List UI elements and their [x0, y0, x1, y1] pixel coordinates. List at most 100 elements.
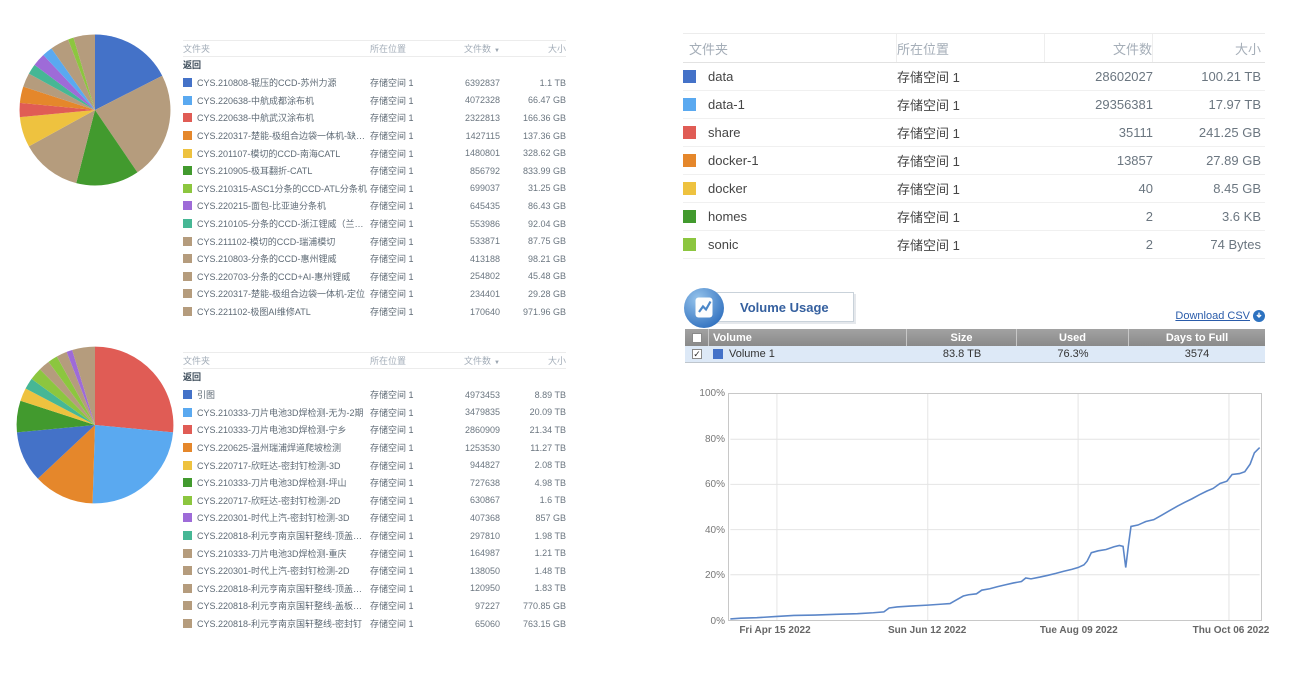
back-link[interactable]: 返回	[183, 372, 202, 382]
folder-row[interactable]: CYS.220818-利元亨南京国轩整线-顶盖焊-3D 存储空间 1 297810 1…	[183, 527, 566, 545]
folder-row[interactable]: CYS.220317-楚能-极组合边袋一体机-定位 存储空间 1 234401 29.…	[183, 285, 566, 303]
folder-count: 138050	[469, 565, 500, 576]
folder-count: 297810	[469, 530, 500, 541]
folder-count: 1253530	[464, 442, 500, 453]
folder-row[interactable]: CYS.220625-温州瑞浦焊道爬坡检测 存储空间 1 1253530 11.27 …	[183, 439, 566, 457]
download-csv-link[interactable]: Download CSV	[1175, 310, 1265, 322]
y-tick-label: 20%	[704, 570, 725, 582]
col-location[interactable]: 所在位置	[897, 34, 1045, 62]
pie-slice	[19, 102, 96, 118]
folder-row[interactable]: CYS.220301-时代上汽-密封钉检测-2D 存储空间 1 138050 1.48…	[183, 562, 566, 580]
folder-size: 1.21 TB	[534, 548, 566, 559]
folder-count: 553986	[469, 218, 500, 229]
folder-row[interactable]: CYS.220638-中航成都涂布机 存储空间 1 4072328 66.47 GB	[183, 92, 566, 110]
folder-count: 2	[1145, 209, 1153, 224]
col-location[interactable]: 所在位置	[370, 356, 407, 366]
folder-color-swatch	[183, 390, 192, 400]
row-checkbox[interactable]: ✓	[692, 349, 702, 359]
col-size[interactable]: 大小	[1234, 41, 1261, 57]
col-size[interactable]: 大小	[547, 44, 566, 54]
folder-name: CYS.221102-极图AI维修ATL	[197, 307, 311, 318]
folder-row[interactable]: CYS.210333-刀片电池3D焊检测-宁乡 存储空间 1 2860909 21.3…	[183, 421, 566, 439]
folder-row[interactable]: docker-1 存储空间 1 13857 27.89 GB	[683, 147, 1265, 175]
col-folder[interactable]: 文件夹	[183, 44, 211, 54]
folder-count: 413188	[469, 253, 500, 264]
col-days-to-full[interactable]: Days to Full	[1165, 331, 1229, 344]
folder-count: 630867	[469, 495, 500, 506]
volume-name: Volume 1	[729, 348, 775, 360]
folder-row[interactable]: CYS.220703-分条的CCD+AI-惠州锂威 存储空间 1 254802 45.…	[183, 268, 566, 286]
folder-name: docker-1	[708, 153, 759, 168]
folder-row[interactable]: CYS.221102-极图AI维修ATL 存储空间 1 170640 971.96 G…	[183, 303, 566, 321]
folder-row[interactable]: data 存储空间 1 28602027 100.21 TB	[683, 63, 1265, 91]
folder-row[interactable]: CYS.220638-中航武汉涂布机 存储空间 1 2322813 166.36 GB	[183, 109, 566, 127]
folder-color-swatch	[183, 307, 192, 317]
folder-row[interactable]: share 存储空间 1 35111 241.25 GB	[683, 119, 1265, 147]
folder-color-swatch	[183, 271, 192, 281]
volume-row[interactable]: ✓ Volume 1 83.8 TB 76.3% 3574	[685, 346, 1265, 363]
folder-location: 存储空间 1	[370, 495, 414, 506]
folder-count: 35111	[1118, 125, 1153, 140]
col-count[interactable]: 文件数	[1045, 34, 1153, 62]
folder-name: CYS.220717-欣旺达-密封钉检测-3D	[197, 460, 341, 471]
folder-row[interactable]: sonic 存储空间 1 2 74 Bytes	[683, 231, 1265, 259]
folder-location: 存储空间 1	[370, 619, 414, 630]
folder-row[interactable]: CYS.210105-分条的CCD-浙江锂威（兰溪） 存储空间 1 553986 92…	[183, 215, 566, 233]
x-tick-label: Sun Jun 12 2022	[887, 625, 967, 636]
folder-row[interactable]: CYS.211102-模切的CCD-瑞浦模切 存储空间 1 533871 87.75 …	[183, 232, 566, 250]
folder-count: 4072328	[464, 95, 500, 106]
col-location[interactable]: 所在位置	[370, 44, 407, 54]
folder-row[interactable]: CYS.220301-时代上汽-密封钉检测-3D 存储空间 1 407368 857 …	[183, 509, 566, 527]
table-header: 文件夹 所在位置 文件数 大小	[683, 33, 1265, 63]
folder-row[interactable]: docker 存储空间 1 40 8.45 GB	[683, 175, 1265, 203]
folder-row[interactable]: CYS.210315-ASC1分条的CCD-ATL分条机 存储空间 1 699037…	[183, 180, 566, 198]
y-tick-label: 80%	[704, 433, 725, 445]
folder-row[interactable]: CYS.220717-欣旺达-密封钉检测-3D 存储空间 1 944827 2.08 …	[183, 456, 566, 474]
folder-size: 833.99 GB	[522, 165, 566, 176]
pie-slice	[92, 425, 174, 504]
folder-name: CYS.220818-利元亨南京国轩整线-顶盖焊-2D	[197, 583, 370, 594]
select-all-checkbox[interactable]	[691, 332, 702, 343]
folder-location: 存储空间 1	[370, 478, 414, 489]
folder-row[interactable]: CYS.210333-刀片电池3D焊检测-重庆 存储空间 1 164987 1.21 …	[183, 544, 566, 562]
pie-chart-top	[19, 34, 171, 186]
folder-row[interactable]: CYS.220818-利元亨南京国轩整线-密封钉 存储空间 1 65060 763.1…	[183, 615, 566, 633]
pie-slice	[76, 110, 138, 186]
folder-name: sonic	[708, 237, 739, 252]
col-count[interactable]: 文件数 ▼	[464, 356, 500, 366]
folder-row[interactable]: CYS.220317-楚能-极组合边袋一体机-缺陷检测 存储空间 1 1427115…	[183, 127, 566, 145]
folder-name: CYS.220818-利元亨南京国轩整线-盖板激光焊缝-...	[197, 601, 370, 612]
folder-row[interactable]: homes 存储空间 1 2 3.6 KB	[683, 203, 1265, 231]
folder-row[interactable]: CYS.201107-模切的CCD-南海CATL 存储空间 1 1480801 328…	[183, 144, 566, 162]
col-used[interactable]: Used	[1017, 329, 1129, 346]
folder-location: 存储空间 1	[897, 154, 960, 169]
folder-row[interactable]: CYS.220215-面包-比亚迪分条机 存储空间 1 645435 86.43 GB	[183, 197, 566, 215]
folder-name: data	[708, 69, 734, 84]
folder-row[interactable]: CYS.220818-利元亨南京国轩整线-盖板激光焊缝-...存储空间 1 972…	[183, 597, 566, 615]
col-count[interactable]: 文件数 ▼	[464, 44, 500, 54]
col-folder[interactable]: 文件夹	[183, 356, 211, 366]
folder-color-swatch	[183, 583, 192, 593]
folder-count: 164987	[469, 548, 500, 559]
folder-row[interactable]: CYS.210905-极耳翻折-CATL 存储空间 1 856792 833.99 G…	[183, 162, 566, 180]
col-folder[interactable]: 文件夹	[683, 34, 897, 62]
folder-name: CYS.220638-中航武汉涂布机	[197, 113, 315, 124]
folder-row[interactable]: CYS.210333-刀片电池3D焊检测-无为-2期 存储空间 1 3479835 2…	[183, 404, 566, 422]
folder-count: 1427115	[465, 130, 500, 141]
col-size[interactable]: 大小	[547, 356, 566, 366]
folder-row[interactable]: CYS.210808-辊压的CCD-苏州力源 存储空间 1 6392837 1.1 T…	[183, 74, 566, 92]
folder-row[interactable]: CYS.220717-欣旺达-密封钉检测-2D 存储空间 1 630867 1.6 T…	[183, 492, 566, 510]
folder-size: 17.97 TB	[1208, 97, 1261, 112]
folder-size: 763.15 GB	[522, 618, 566, 629]
folder-row[interactable]: CYS.210803-分条的CCD-惠州锂威 存储空间 1 413188 98.21 …	[183, 250, 566, 268]
folder-name: homes	[708, 209, 748, 224]
folder-color-swatch	[183, 478, 192, 488]
col-size[interactable]: Size	[907, 329, 1017, 346]
folder-row[interactable]: 引图 存储空间 1 4973453 8.89 TB	[183, 386, 566, 404]
folder-location: 存储空间 1	[370, 201, 414, 212]
folder-row[interactable]: data-1 存储空间 1 29356381 17.97 TB	[683, 91, 1265, 119]
col-volume[interactable]: Volume	[709, 329, 907, 346]
folder-row[interactable]: CYS.210333-刀片电池3D焊检测-坪山 存储空间 1 727638 4.98 …	[183, 474, 566, 492]
folder-row[interactable]: CYS.220818-利元亨南京国轩整线-顶盖焊-2D 存储空间 1 120950 1…	[183, 580, 566, 598]
back-link[interactable]: 返回	[183, 60, 202, 70]
